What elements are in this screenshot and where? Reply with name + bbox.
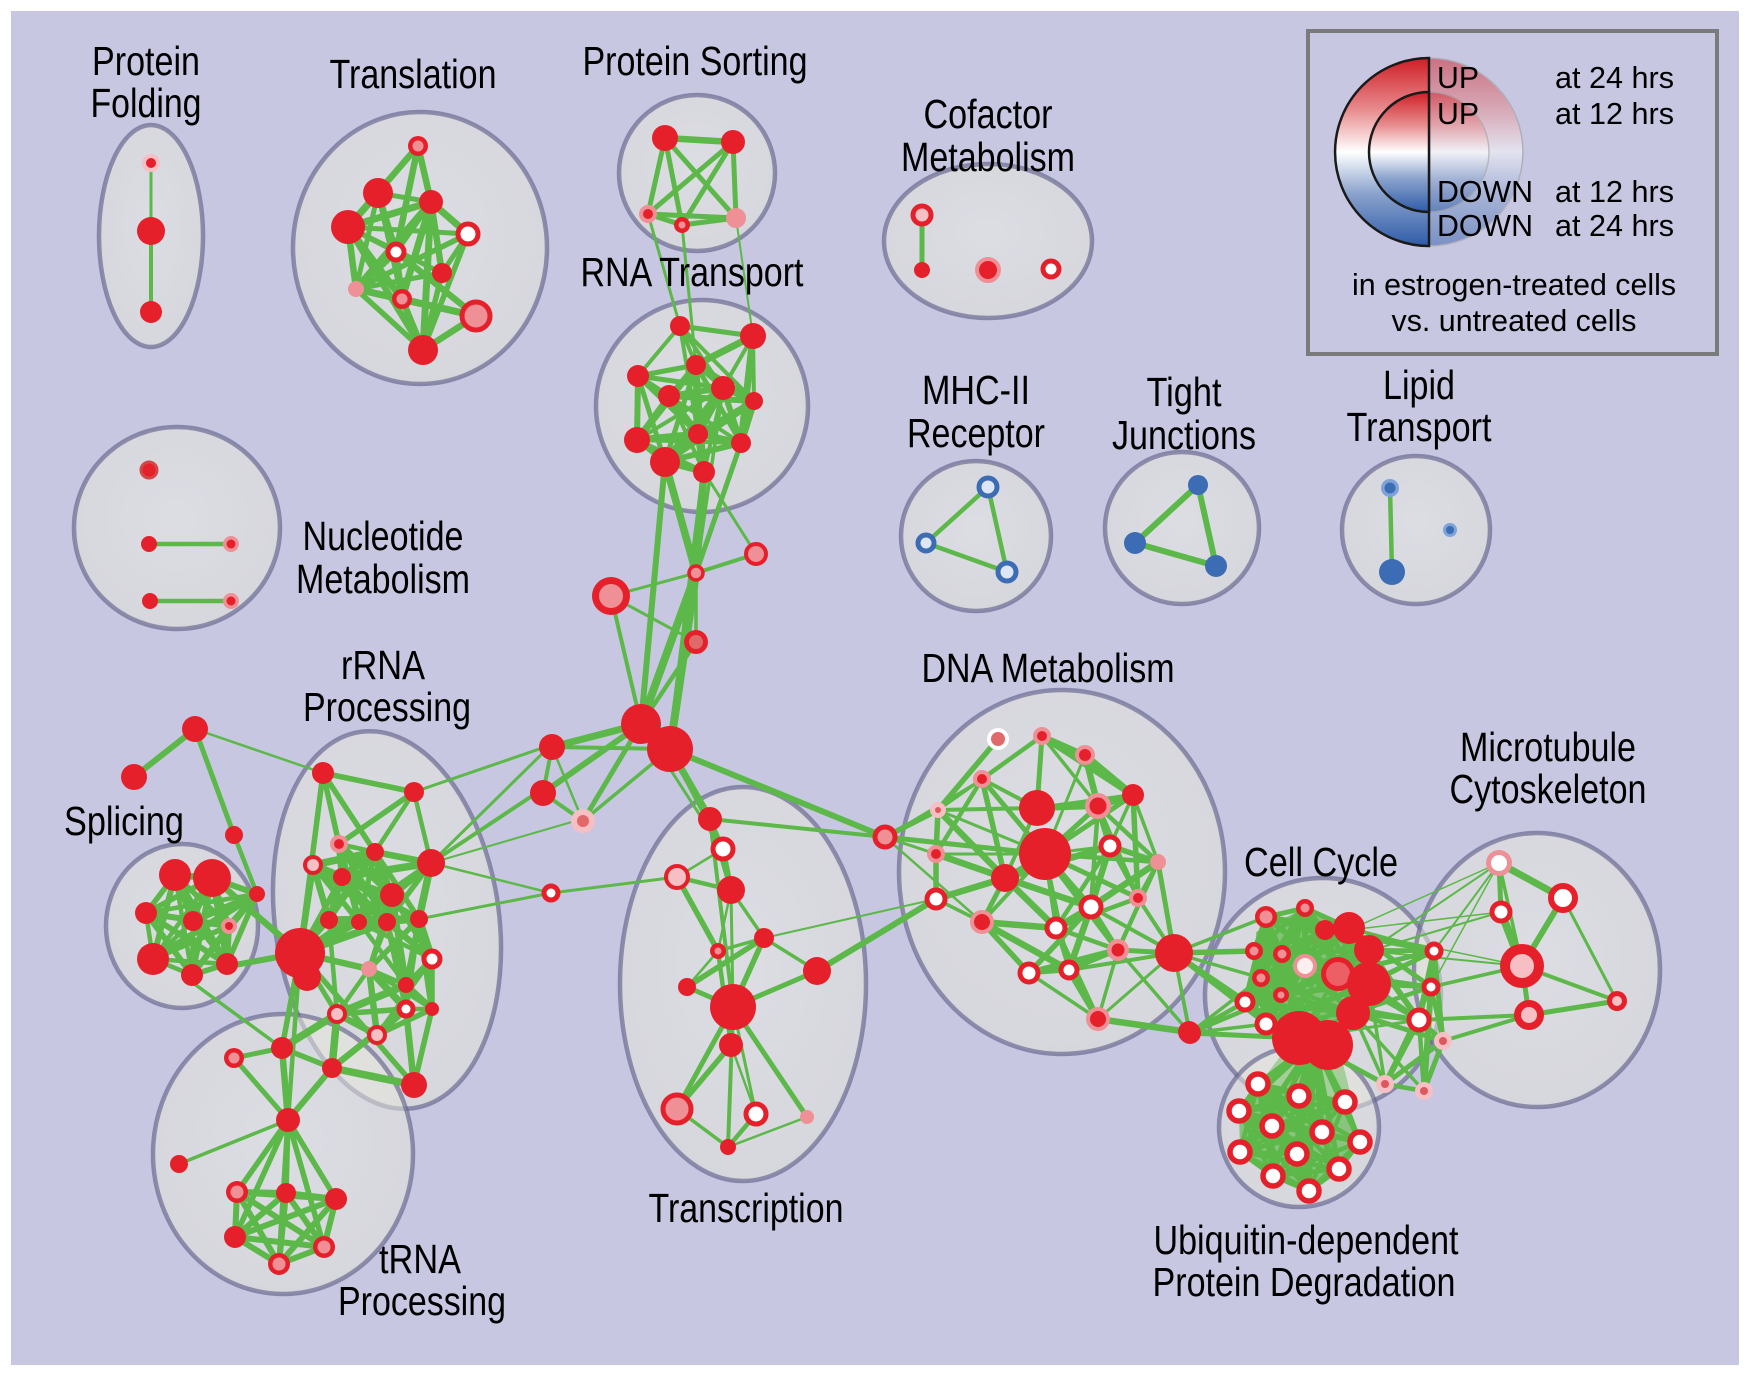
svg-text:DNA Metabolism: DNA Metabolism (922, 645, 1175, 691)
svg-text:Protein Sorting: Protein Sorting (583, 38, 808, 84)
svg-text:DOWN: DOWN (1437, 174, 1533, 209)
svg-text:at 24 hrs: at 24 hrs (1555, 208, 1674, 243)
svg-text:Lipid: Lipid (1383, 362, 1455, 408)
svg-text:Ubiquitin-dependent: Ubiquitin-dependent (1154, 1217, 1460, 1263)
svg-text:Cell Cycle: Cell Cycle (1244, 839, 1398, 885)
svg-text:Protein: Protein (92, 38, 200, 84)
svg-text:Transcription: Transcription (649, 1185, 844, 1231)
svg-text:UP: UP (1437, 96, 1479, 131)
svg-text:in estrogen-treated cells: in estrogen-treated cells (1352, 267, 1676, 302)
svg-text:Protein Degradation: Protein Degradation (1153, 1259, 1456, 1305)
svg-text:MHC-II: MHC-II (922, 367, 1030, 413)
svg-text:rRNA: rRNA (341, 642, 426, 688)
svg-text:Cofactor: Cofactor (924, 91, 1053, 137)
svg-text:Nucleotide: Nucleotide (303, 513, 464, 559)
svg-text:DOWN: DOWN (1437, 208, 1533, 243)
svg-text:Translation: Translation (330, 51, 497, 97)
svg-text:tRNA: tRNA (379, 1236, 462, 1282)
svg-text:Microtubule: Microtubule (1460, 724, 1636, 770)
svg-text:Tight: Tight (1147, 369, 1222, 415)
svg-text:RNA Transport: RNA Transport (581, 249, 804, 295)
svg-text:Cytoskeleton: Cytoskeleton (1450, 766, 1647, 812)
svg-text:at 12 hrs: at 12 hrs (1555, 96, 1674, 131)
svg-text:Metabolism: Metabolism (296, 556, 470, 602)
svg-text:UP: UP (1437, 60, 1479, 95)
svg-text:Transport: Transport (1347, 404, 1493, 450)
svg-text:Folding: Folding (91, 80, 202, 126)
svg-text:Junctions: Junctions (1112, 412, 1256, 458)
svg-text:Processing: Processing (338, 1278, 506, 1324)
svg-text:at 12 hrs: at 12 hrs (1555, 174, 1674, 209)
svg-text:vs. untreated cells: vs. untreated cells (1392, 303, 1637, 338)
svg-text:Metabolism: Metabolism (901, 134, 1075, 180)
svg-text:Receptor: Receptor (907, 410, 1045, 456)
svg-text:Processing: Processing (303, 684, 471, 730)
svg-text:at 24 hrs: at 24 hrs (1555, 60, 1674, 95)
svg-text:Splicing: Splicing (64, 798, 184, 844)
